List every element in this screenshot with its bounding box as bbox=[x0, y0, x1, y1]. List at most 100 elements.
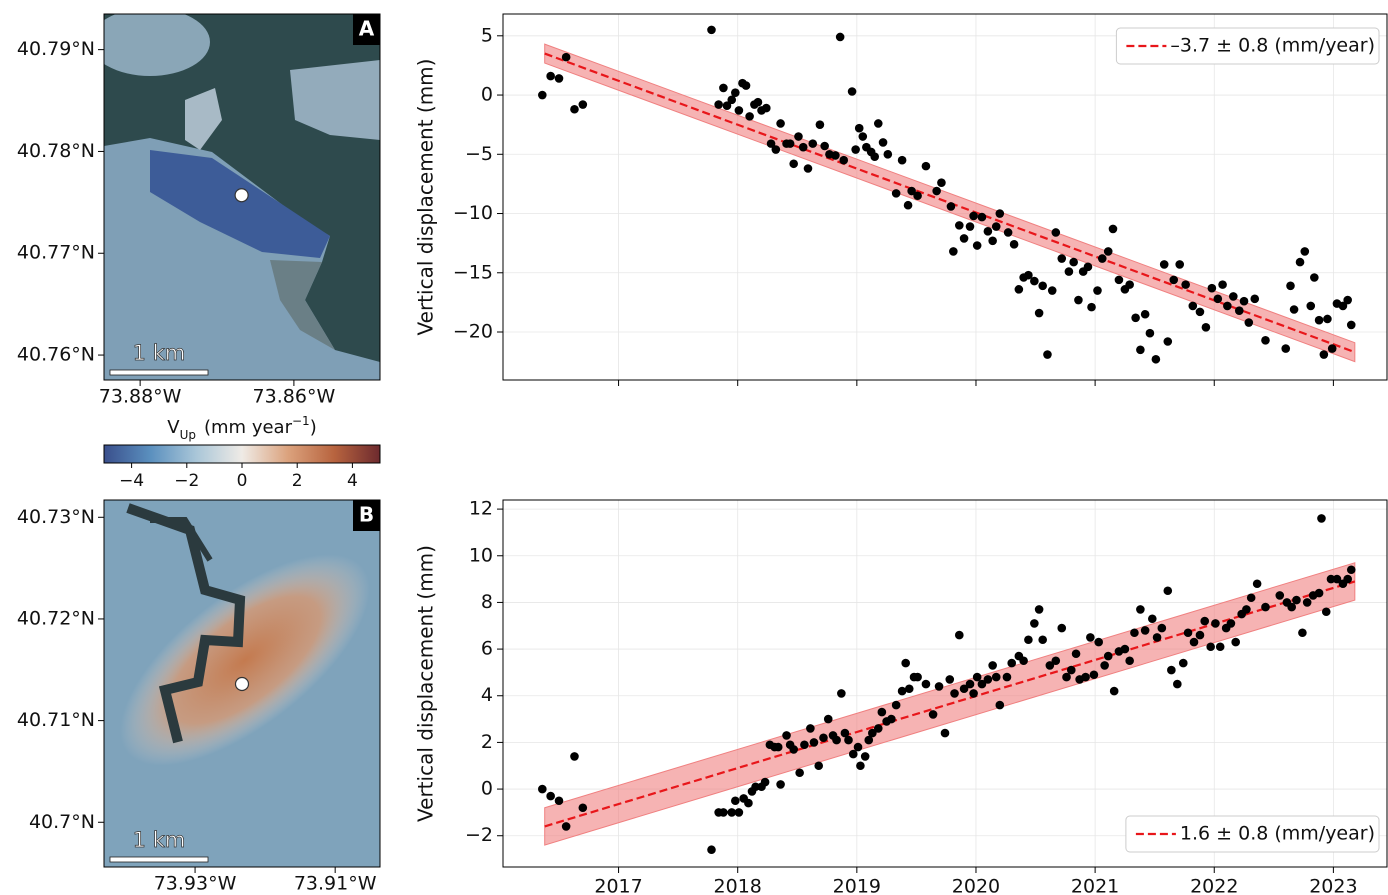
data-point bbox=[921, 161, 931, 171]
data-point bbox=[727, 95, 737, 105]
colorbar-label: VUp (mm year−1) bbox=[167, 414, 316, 442]
data-point bbox=[864, 735, 874, 745]
data-point bbox=[1002, 672, 1012, 682]
data-point bbox=[965, 679, 975, 689]
data-point bbox=[789, 159, 798, 169]
data-point bbox=[1114, 275, 1124, 285]
data-point bbox=[794, 132, 803, 141]
y-tick-label: 10 bbox=[469, 544, 493, 566]
data-point bbox=[883, 149, 893, 159]
data-point bbox=[1120, 644, 1130, 654]
data-point bbox=[1261, 336, 1270, 345]
data-point bbox=[745, 112, 754, 121]
data-point bbox=[988, 236, 997, 246]
data-point bbox=[819, 733, 828, 743]
data-point bbox=[969, 211, 978, 221]
y-tick-label: 40.73°N bbox=[17, 506, 95, 528]
data-point bbox=[776, 119, 785, 128]
data-point bbox=[1159, 260, 1169, 269]
data-point bbox=[1292, 595, 1301, 605]
data-point bbox=[851, 145, 860, 154]
colorbar-tick-label: −2 bbox=[174, 471, 199, 491]
scale-bar-label: 1 km bbox=[133, 341, 186, 365]
data-point bbox=[1195, 630, 1205, 640]
y-tick-label: −20 bbox=[453, 321, 493, 343]
y-tick-label: 6 bbox=[481, 638, 493, 660]
data-point bbox=[1157, 623, 1167, 633]
data-point bbox=[776, 780, 785, 789]
data-point bbox=[928, 710, 938, 719]
axes-frame bbox=[502, 499, 1388, 868]
data-point bbox=[1047, 286, 1057, 295]
data-point bbox=[1300, 247, 1310, 256]
y-axis-label: Vertical displacement (mm) bbox=[414, 59, 438, 336]
data-point bbox=[554, 796, 564, 806]
map-frame bbox=[103, 13, 381, 381]
y-tick-label: 40.72°N bbox=[17, 607, 95, 629]
y-tick-label: −2 bbox=[465, 824, 493, 846]
data-point bbox=[1200, 616, 1210, 626]
colorbar-tick-label: 0 bbox=[237, 471, 248, 491]
data-point bbox=[719, 83, 728, 93]
data-point bbox=[1178, 658, 1188, 668]
data-point bbox=[854, 123, 864, 133]
data-point bbox=[921, 679, 931, 689]
data-point bbox=[972, 672, 982, 682]
data-point bbox=[1223, 301, 1232, 311]
data-point bbox=[561, 52, 571, 62]
colorbar bbox=[103, 444, 381, 464]
data-point bbox=[954, 630, 964, 640]
data-point bbox=[782, 731, 791, 740]
y-tick-label: 12 bbox=[469, 498, 493, 520]
data-point bbox=[950, 689, 959, 698]
data-point bbox=[731, 88, 740, 97]
map-frame bbox=[103, 499, 381, 868]
data-point bbox=[1024, 635, 1033, 645]
data-point bbox=[1147, 614, 1157, 624]
data-point bbox=[561, 822, 571, 831]
data-point bbox=[946, 202, 956, 211]
data-point bbox=[949, 247, 958, 256]
x-tick-label: 2021 bbox=[1071, 876, 1119, 895]
y-tick-label: 40.78°N bbox=[17, 140, 95, 162]
y-tick-label: 0 bbox=[481, 778, 493, 800]
data-point bbox=[803, 164, 813, 173]
data-point bbox=[891, 189, 901, 198]
data-point bbox=[870, 152, 880, 161]
data-point bbox=[806, 724, 815, 733]
y-tick-label: −5 bbox=[465, 143, 493, 165]
data-point bbox=[969, 689, 978, 698]
data-point bbox=[844, 735, 853, 745]
data-point bbox=[831, 151, 840, 160]
data-point bbox=[1319, 350, 1329, 359]
data-point bbox=[1057, 623, 1067, 633]
legend-box bbox=[1115, 27, 1380, 65]
data-point bbox=[800, 740, 809, 750]
panel-label-box bbox=[353, 14, 380, 45]
data-point bbox=[1140, 626, 1150, 635]
data-point bbox=[1074, 295, 1083, 305]
data-point bbox=[1242, 605, 1251, 614]
data-point bbox=[856, 761, 865, 771]
panel-label: B bbox=[359, 503, 374, 527]
data-point bbox=[1246, 593, 1256, 603]
data-point bbox=[897, 686, 907, 696]
data-point bbox=[546, 791, 555, 801]
data-point bbox=[1206, 642, 1215, 652]
data-point bbox=[995, 209, 1005, 218]
x-tick-label: 2018 bbox=[714, 876, 762, 895]
data-point bbox=[1051, 656, 1061, 666]
data-point bbox=[868, 728, 877, 738]
data-point bbox=[1181, 280, 1190, 289]
data-point bbox=[1014, 285, 1024, 294]
data-point bbox=[554, 74, 564, 83]
data-point bbox=[1152, 633, 1162, 642]
data-point bbox=[570, 104, 579, 114]
data-point bbox=[1239, 296, 1249, 306]
data-point bbox=[1089, 670, 1099, 680]
data-point bbox=[848, 749, 858, 759]
data-point bbox=[1087, 302, 1096, 312]
data-point bbox=[1175, 260, 1185, 269]
legend-label: –3.7 ± 0.8 (mm/year) bbox=[1170, 35, 1375, 57]
